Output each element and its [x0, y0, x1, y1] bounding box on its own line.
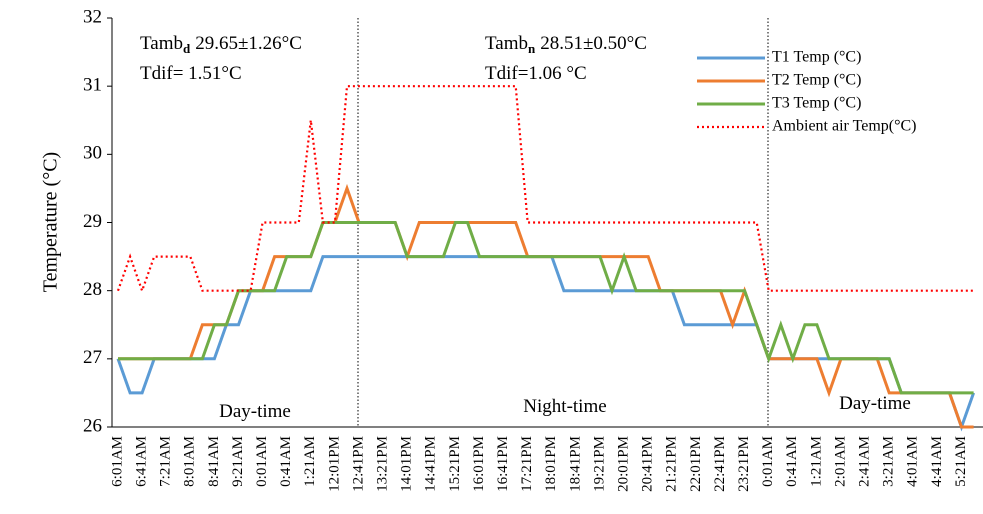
annotation-text: Day-time [219, 401, 291, 422]
annotation: Day-time [219, 401, 291, 422]
x-tick-label: 14:41PM [423, 436, 439, 492]
x-tick-label: 17:21PM [519, 436, 535, 492]
x-tick-label: 6:01AM [109, 436, 125, 487]
annotation: Day-time [839, 393, 911, 414]
x-tick-label: 3:21AM [881, 436, 897, 487]
y-tick-label: 26 [83, 415, 102, 436]
x-tick-label: 6:41AM [134, 436, 150, 487]
x-tick-label: 22:01PM [688, 436, 704, 492]
annotation-sub: d [183, 41, 191, 56]
annotation: Tdif=1.06 °C [485, 63, 587, 84]
annotation: Night-time [523, 396, 606, 417]
y-tick-label: 27 [83, 347, 102, 368]
annotation: Tambn 28.51±0.50°C [485, 33, 647, 56]
y-axis-label: Temperature (°C) [40, 152, 62, 292]
x-tick-label: 20:41PM [640, 436, 656, 492]
x-tick-label: 12:01PM [326, 436, 342, 492]
x-tick-label: 0:41AM [784, 436, 800, 487]
x-tick-label: 19:21PM [591, 436, 607, 492]
chart: Temperature (°C) 26 27 28 29 30 31 32 6:01AM 6:4… [0, 0, 983, 514]
y-tick-label: 28 [83, 279, 102, 300]
y-tick-label: 32 [83, 6, 102, 27]
x-tick-label: 18:41PM [567, 436, 583, 492]
x-tick-label: 7:21AM [158, 436, 174, 487]
x-tick-label: 4:01AM [905, 436, 921, 487]
x-tick-label: 4:41AM [929, 436, 945, 487]
y-tick-label: 31 [83, 75, 102, 96]
x-tick-label: 14:01PM [399, 436, 415, 492]
x-tick-label: 22:41PM [712, 436, 728, 492]
x-tick-label: 16:01PM [471, 436, 487, 492]
annotation-text: Tdif= 1.51°C [140, 63, 242, 84]
annotation-text: Tamb [140, 33, 183, 54]
annotation-text: Tamb [485, 33, 528, 54]
x-tick-label: 0:01AM [254, 436, 270, 487]
annotation-after: 28.51±0.50°C [540, 33, 647, 54]
x-tick-label: 16:41PM [495, 436, 511, 492]
x-tick-label: 2:01AM [832, 436, 848, 487]
series-line [118, 223, 974, 393]
x-tick-label: 20:01PM [616, 436, 632, 492]
x-tick-label: 12:41PM [350, 436, 366, 492]
x-tick-label: 1:21AM [808, 436, 824, 487]
x-tick-label: 18:01PM [543, 436, 559, 492]
legend-label: T2 Temp (°C) [772, 72, 861, 89]
annotation: Tambd 29.65±1.26°C [140, 33, 302, 56]
annotation-text: Tdif=1.06 °C [485, 63, 587, 84]
x-tick-label: 23:21PM [736, 436, 752, 492]
x-tick-label: 0:41AM [278, 436, 294, 487]
x-tick-label: 1:21AM [302, 436, 318, 487]
x-tick-label: 13:21PM [375, 436, 391, 492]
annotation: Tdif= 1.51°C [140, 63, 242, 84]
x-tick-label: 0:01AM [760, 436, 776, 487]
x-tick-label: 9:21AM [230, 436, 246, 487]
annotation-after: 29.65±1.26°C [195, 33, 302, 54]
legend-label: T3 Temp (°C) [772, 95, 861, 112]
y-tick-label: 29 [83, 211, 102, 232]
x-tick-label: 2:41AM [857, 436, 873, 487]
annotation-text: Night-time [523, 396, 606, 417]
y-tick-label: 30 [83, 143, 102, 164]
x-tick-label: 8:41AM [206, 436, 222, 487]
x-tick-label: 21:21PM [664, 436, 680, 492]
legend-label: Ambient air Temp(°C) [772, 118, 917, 135]
annotation-sub: n [528, 41, 536, 56]
x-tick-label: 8:01AM [182, 436, 198, 487]
x-tick-label: 15:21PM [447, 436, 463, 492]
x-tick-label: 5:21AM [953, 436, 969, 487]
annotation-text: Day-time [839, 393, 911, 414]
legend-label: T1 Temp (°C) [772, 49, 861, 66]
series-line [118, 188, 974, 427]
